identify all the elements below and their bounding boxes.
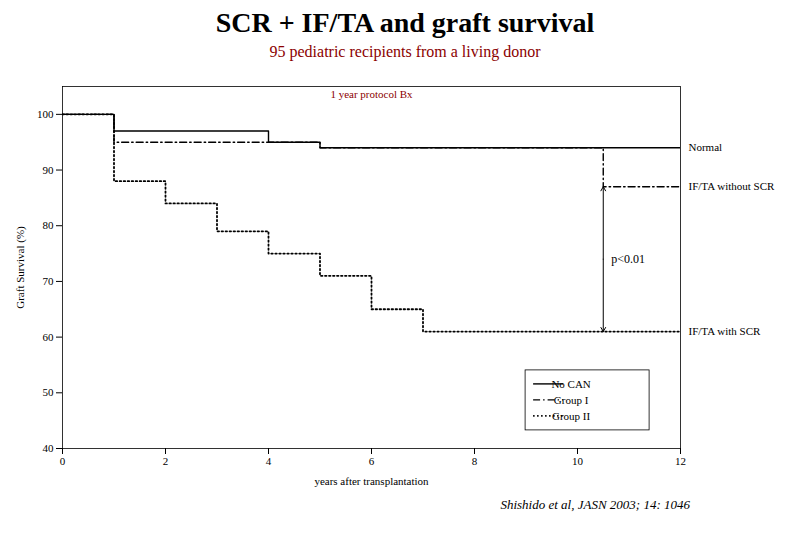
svg-text:Group I: Group I <box>554 394 589 406</box>
svg-text:IF/TA with SCR: IF/TA with SCR <box>689 325 762 337</box>
svg-text:Group II: Group II <box>552 410 591 422</box>
html-text:95 pediatric recipients from a: 95 pediatric recipients from a living do… <box>269 43 541 60</box>
svg-text:80: 80 <box>43 219 55 231</box>
html-text:Shishido et al, JASN 2003; 14:: Shishido et al, JASN 2003; 14: 1046 <box>500 497 690 512</box>
html-text:SCR + IF/TA and graft survival: SCR + IF/TA and graft survival <box>215 7 595 38</box>
svg-text:8: 8 <box>472 455 478 467</box>
svg-text:50: 50 <box>43 386 55 398</box>
svg-text:No CAN: No CAN <box>551 378 590 390</box>
svg-text:Graft Survival (%): Graft Survival (%) <box>14 226 27 309</box>
svg-text:4: 4 <box>266 455 272 467</box>
svg-text:p<0.01: p<0.01 <box>611 252 645 266</box>
svg-text:years after transplantation: years after transplantation <box>314 475 429 487</box>
svg-text:40: 40 <box>43 442 55 454</box>
svg-text:Normal: Normal <box>689 141 723 153</box>
svg-text:10: 10 <box>572 455 584 467</box>
svg-text:0: 0 <box>60 455 66 467</box>
svg-text:6: 6 <box>369 455 375 467</box>
svg-text:2: 2 <box>163 455 169 467</box>
svg-text:60: 60 <box>43 331 55 343</box>
svg-text:IF/TA without SCR: IF/TA without SCR <box>689 180 776 192</box>
svg-text:90: 90 <box>43 164 55 176</box>
svg-text:70: 70 <box>43 275 55 287</box>
svg-text:12: 12 <box>675 455 686 467</box>
svg-text:1 year protocol Bx: 1 year protocol Bx <box>330 88 413 100</box>
svg-text:100: 100 <box>37 108 54 120</box>
